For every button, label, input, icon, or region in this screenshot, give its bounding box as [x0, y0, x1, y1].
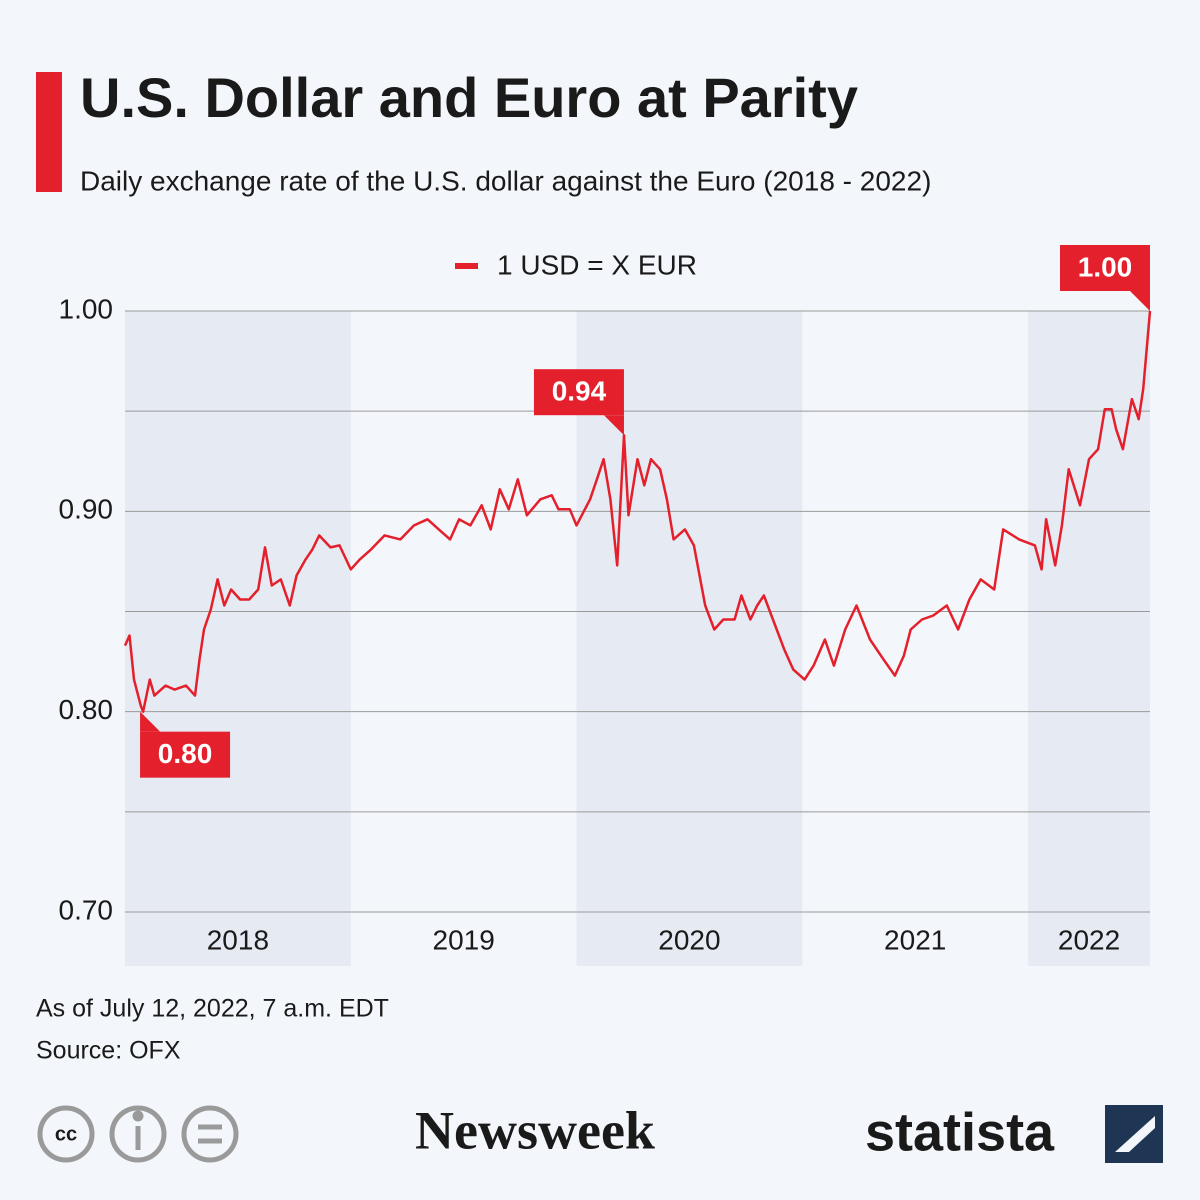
brand-icon	[1105, 1105, 1163, 1163]
line	[123, 310, 1152, 713]
callout-label: 0.94	[552, 376, 607, 407]
callout-box	[533, 369, 624, 416]
y-tick-label: 1.00	[59, 293, 114, 324]
callout-pointer	[140, 711, 161, 732]
y-tick-label: 0.80	[59, 694, 114, 725]
plot: 0.70 0.80 0.90 1.00 2018 2019 2020 2021 2022 1 US…	[59, 245, 1152, 966]
callout-box	[1060, 245, 1150, 291]
callout-box	[140, 731, 231, 778]
chart-title: U.S. Dollar and Euro at Parity	[80, 66, 858, 129]
y-tick-label: 0.90	[59, 494, 114, 525]
source: Source: OFX	[36, 1037, 181, 1065]
callout-label: 1.00	[1078, 251, 1133, 282]
x-tick-label: 2020	[658, 924, 720, 955]
callout-label: 0.80	[158, 738, 213, 769]
x-tick-label: 2021	[884, 924, 946, 955]
callout-pointer	[1130, 291, 1150, 311]
title-accent	[36, 72, 62, 192]
brand-logo: statista	[865, 1102, 1055, 1162]
year-band	[1028, 311, 1150, 966]
x-tick-label: 2022	[1058, 924, 1120, 955]
note: As of July 12, 2022, 7 a.m. EDT	[36, 995, 389, 1023]
cc-icon-text: cc	[55, 1123, 77, 1145]
x-tick-label: 2018	[207, 924, 269, 955]
legend-label: 1 USD = X EUR	[497, 249, 697, 280]
callout-pointer	[603, 415, 624, 436]
license-icons	[37, 1105, 239, 1163]
year-band	[125, 311, 351, 966]
x-tick-label: 2019	[433, 924, 495, 955]
publisher-logo: Newsweek	[415, 1100, 655, 1160]
y-tick-label: 0.70	[59, 894, 114, 925]
chart-subtitle: Daily exchange rate of the U.S. dollar a…	[80, 165, 931, 196]
